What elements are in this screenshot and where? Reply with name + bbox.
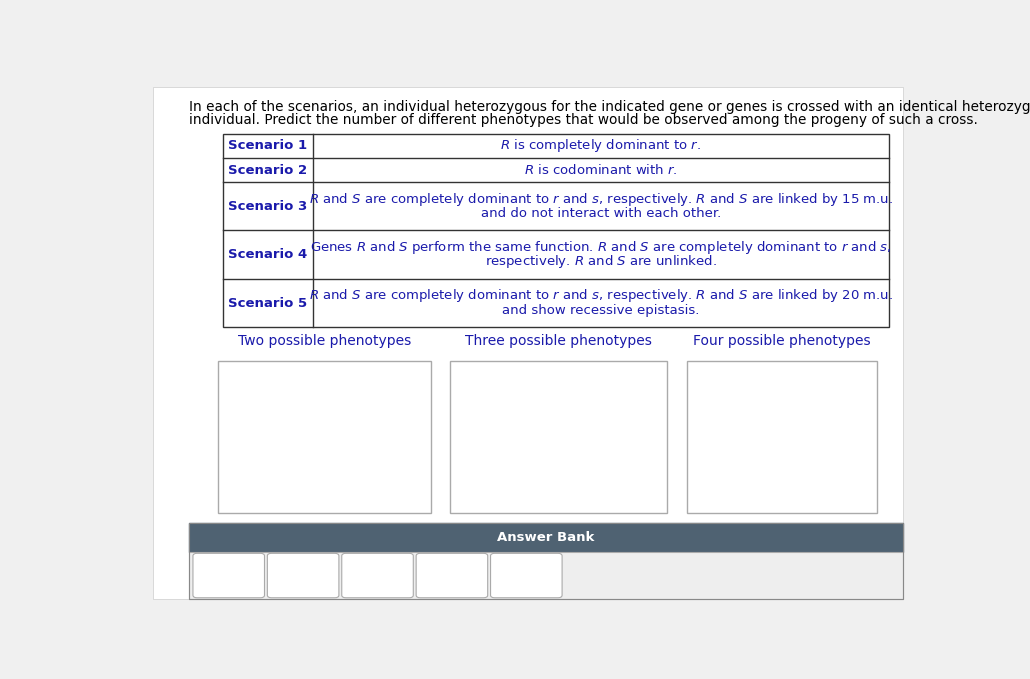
Text: In each of the scenarios, an individual heterozygous for the indicated gene or g: In each of the scenarios, an individual … bbox=[188, 100, 1030, 114]
FancyBboxPatch shape bbox=[218, 361, 431, 513]
Text: respectively. $\mathit{R}$ and $\mathit{S}$ are unlinked.: respectively. $\mathit{R}$ and $\mathit{… bbox=[485, 253, 717, 270]
FancyBboxPatch shape bbox=[687, 361, 877, 513]
FancyBboxPatch shape bbox=[342, 553, 413, 598]
Text: $\mathit{R}$ is completely dominant to $\mathit{r}$.: $\mathit{R}$ is completely dominant to $… bbox=[501, 137, 701, 154]
FancyBboxPatch shape bbox=[188, 524, 903, 552]
Text: Scenario 5: Scenario 5 bbox=[229, 297, 307, 310]
Text: Three possible phenotypes: Three possible phenotypes bbox=[466, 334, 652, 348]
FancyBboxPatch shape bbox=[450, 361, 667, 513]
FancyBboxPatch shape bbox=[152, 87, 903, 599]
Text: and do not interact with each other.: and do not interact with each other. bbox=[481, 207, 721, 220]
FancyBboxPatch shape bbox=[193, 553, 265, 598]
Text: Scenario 2: Scenario 2 bbox=[229, 164, 307, 177]
FancyBboxPatch shape bbox=[490, 553, 562, 598]
Text: Two possible phenotypes: Two possible phenotypes bbox=[238, 334, 411, 348]
Text: individual. Predict the number of different phenotypes that would be observed am: individual. Predict the number of differ… bbox=[188, 113, 977, 127]
Text: Scenario 2: Scenario 2 bbox=[347, 570, 408, 581]
Text: Scenario 1: Scenario 1 bbox=[229, 139, 307, 152]
Text: Scenario 1: Scenario 1 bbox=[421, 570, 482, 581]
Text: Scenario 5: Scenario 5 bbox=[496, 570, 556, 581]
Text: $\mathit{R}$ is codominant with $\mathit{r}$.: $\mathit{R}$ is codominant with $\mathit… bbox=[524, 163, 678, 177]
FancyBboxPatch shape bbox=[188, 552, 903, 599]
Text: Scenario 3: Scenario 3 bbox=[273, 570, 334, 581]
FancyBboxPatch shape bbox=[416, 553, 487, 598]
Text: Four possible phenotypes: Four possible phenotypes bbox=[693, 334, 870, 348]
Text: $\mathit{R}$ and $\mathit{S}$ are completely dominant to $\mathit{r}$ and $\math: $\mathit{R}$ and $\mathit{S}$ are comple… bbox=[309, 287, 893, 304]
Text: Genes $\mathit{R}$ and $\mathit{S}$ perform the same function. $\mathit{R}$ and : Genes $\mathit{R}$ and $\mathit{S}$ perf… bbox=[310, 239, 892, 256]
Text: $\mathit{R}$ and $\mathit{S}$ are completely dominant to $\mathit{r}$ and $\math: $\mathit{R}$ and $\mathit{S}$ are comple… bbox=[309, 191, 893, 208]
Text: and show recessive epistasis.: and show recessive epistasis. bbox=[502, 304, 699, 317]
Bar bbox=[222, 134, 889, 327]
Text: Scenario 4: Scenario 4 bbox=[229, 248, 308, 261]
FancyBboxPatch shape bbox=[268, 553, 339, 598]
Text: Scenario 3: Scenario 3 bbox=[229, 200, 308, 213]
Text: Answer Bank: Answer Bank bbox=[497, 531, 594, 544]
Text: Scenario 4: Scenario 4 bbox=[199, 570, 259, 581]
